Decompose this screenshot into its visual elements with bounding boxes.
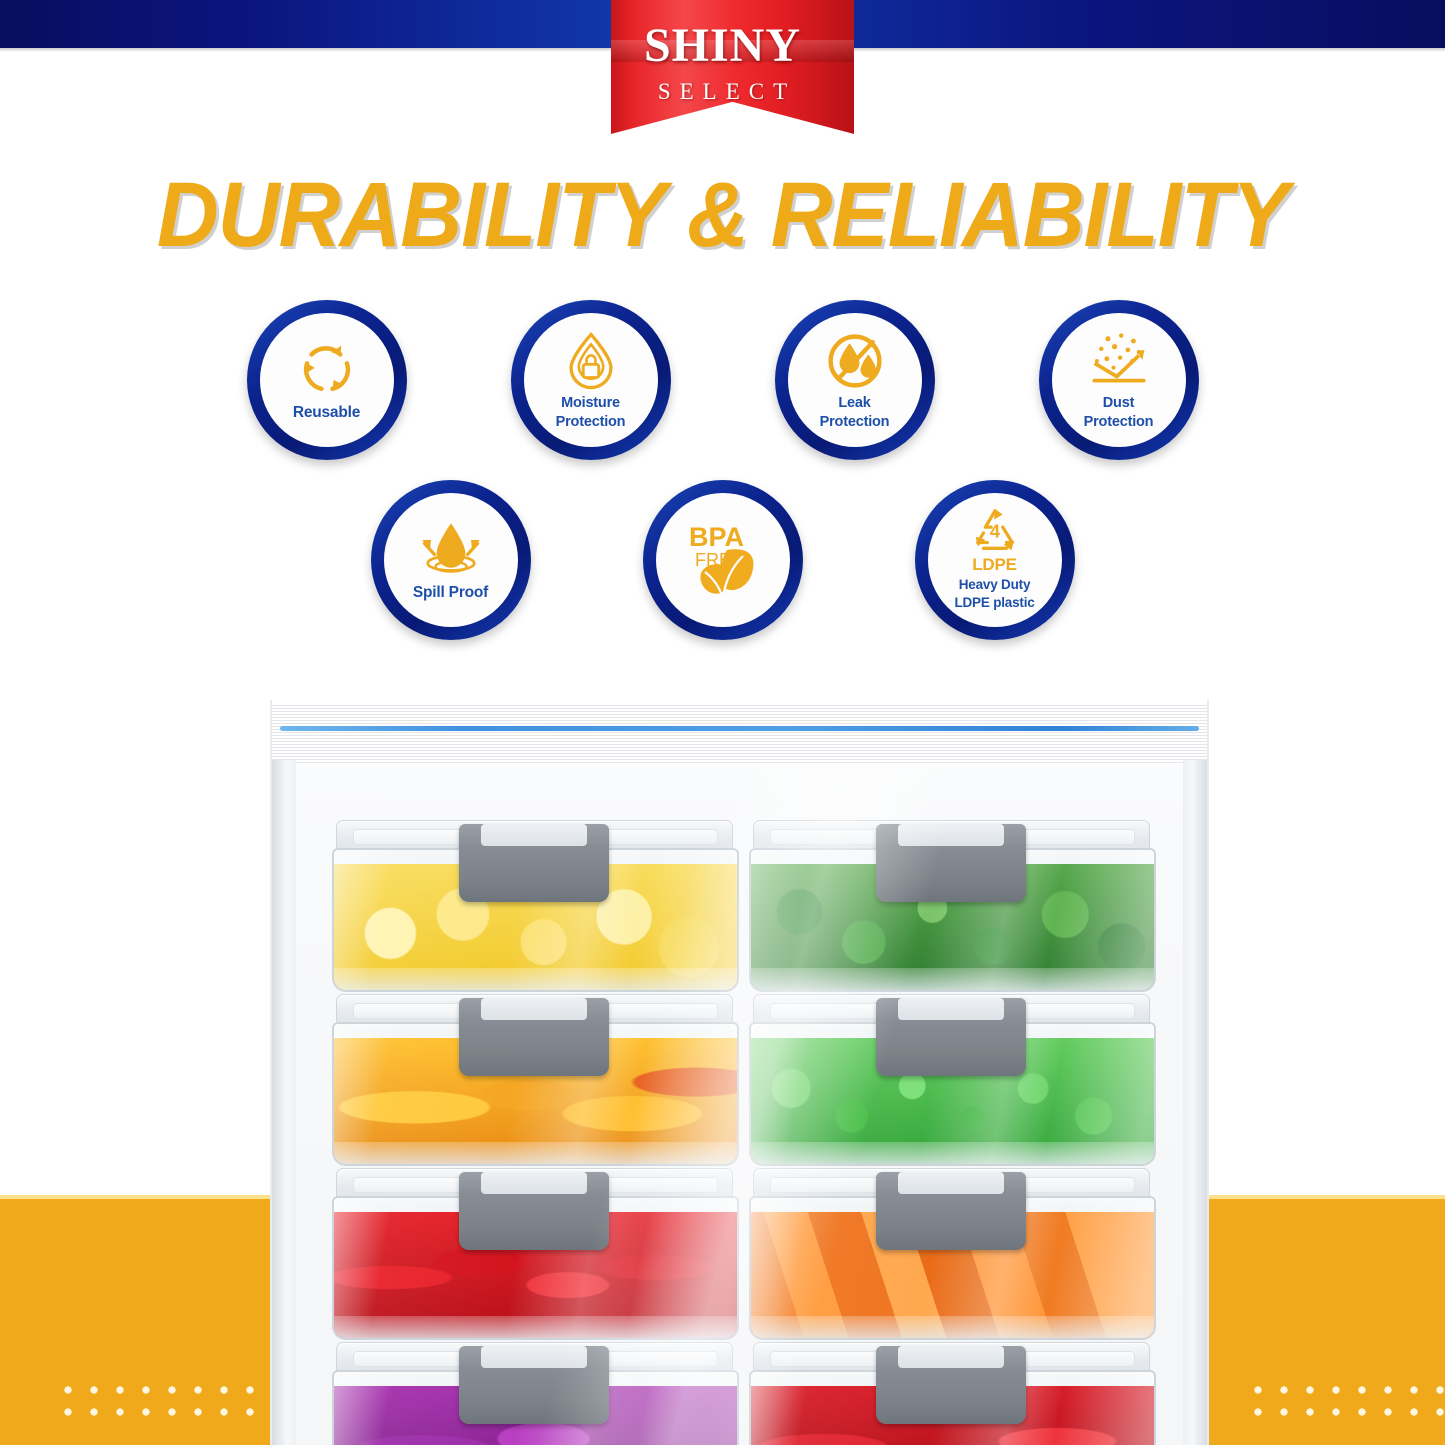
glass-base [334, 1142, 737, 1164]
badge-label-line1: Leak [838, 394, 871, 411]
feature-badge-row-2: Spill Proof BPA FREE [0, 480, 1445, 640]
badge-inner: Spill Proof [383, 493, 518, 627]
container-cucumber [749, 820, 1156, 992]
bag-zip-seal [280, 726, 1199, 731]
badge-bpa-free[interactable]: BPA FREE [642, 480, 803, 640]
dust-deflect-icon [1091, 333, 1146, 383]
container-pepper [332, 994, 739, 1166]
page-title: DURABILITY & RELIABILITY [156, 164, 1289, 266]
footer-dot-pattern-right [1245, 1379, 1445, 1419]
glass-base [751, 968, 1154, 990]
badge-leak-protection[interactable]: Leak Protection [774, 300, 935, 460]
clip-notch [480, 998, 587, 1020]
badge-label: Reusable [292, 403, 361, 421]
badge-inner: 4 LDPE Heavy Duty LDPE plastic [927, 493, 1062, 627]
badge-reusable[interactable]: Reusable [246, 300, 407, 460]
bag-right-fold [1183, 760, 1207, 1445]
spill-proof-droplet-icon [421, 523, 480, 573]
container-body [749, 848, 1156, 992]
lid-clip [458, 1346, 609, 1424]
container-strawberry [332, 1168, 739, 1340]
zip-bag [270, 700, 1209, 1445]
container-lemon [332, 820, 739, 992]
badge-inner: BPA FREE [655, 493, 790, 627]
badge-inner: Reusable [259, 313, 394, 447]
container-carrot [749, 1168, 1156, 1340]
badge-dust-protection[interactable]: Dust Protection [1038, 300, 1199, 460]
clip-notch [480, 1346, 587, 1368]
clip-notch [897, 998, 1004, 1020]
clip-notch [480, 824, 587, 846]
droplet-lock-icon [568, 331, 613, 390]
brand-tagline: SELECT [657, 79, 797, 104]
bpa-free-leaf-icon: BPA FREE [689, 522, 753, 599]
container-cabbage [332, 1342, 739, 1445]
lid-clip [875, 1346, 1026, 1424]
lid-clip [458, 1172, 609, 1250]
brand-logo: SHINY SELECT [0, 0, 1445, 104]
badge-moisture-protection[interactable]: Moisture Protection [510, 300, 671, 460]
ribbon-gloss [611, 40, 854, 62]
clip-notch [897, 1346, 1004, 1368]
clip-notch [480, 1172, 587, 1194]
glass-base [334, 1316, 737, 1338]
brand-name: SHINY [643, 19, 802, 72]
clip-notch [897, 1172, 1004, 1194]
feature-badge-group: Reusable Moisture Protection [0, 300, 1445, 640]
badge-spill-proof[interactable]: Spill Proof [370, 480, 531, 640]
recycle-code: 4 [989, 521, 1000, 542]
lid-clip [458, 998, 609, 1076]
bag-top-edge [272, 700, 1207, 705]
badge-label-line1: Moisture [561, 394, 620, 411]
badge-label-line1: Dust [1102, 394, 1135, 411]
badge-label-line2: Protection [1083, 414, 1154, 430]
glass-base [334, 968, 737, 990]
badge-label-line2: LDPE plastic [954, 594, 1035, 610]
lid-clip [875, 1172, 1026, 1250]
container-peas [749, 994, 1156, 1166]
recycle-4-ldpe-icon: 4 [975, 509, 1014, 551]
badge-label-line2: Protection [819, 414, 890, 430]
bag-left-fold [272, 760, 296, 1445]
glass-base [751, 1316, 1154, 1338]
lid-clip [458, 824, 609, 902]
badge-label: Spill Proof [412, 583, 489, 601]
container-grid [332, 820, 1156, 1445]
clip-notch [897, 824, 1004, 846]
lid-clip [875, 824, 1026, 902]
no-leak-droplet-icon [827, 334, 882, 388]
product-photo [245, 700, 1220, 1445]
lid-clip [875, 998, 1026, 1076]
svg-text:BPA: BPA [689, 522, 744, 552]
badge-ldpe-plastic[interactable]: 4 LDPE Heavy Duty LDPE plastic [914, 480, 1075, 640]
bag-zip-texture [272, 703, 1207, 765]
badge-label-line2: Protection [555, 414, 626, 430]
badge-inner: Moisture Protection [523, 313, 658, 447]
feature-badge-row-1: Reusable Moisture Protection [0, 300, 1445, 460]
container-tomato [749, 1342, 1156, 1445]
material-code-label: LDPE [972, 555, 1017, 575]
badge-inner: Dust Protection [1051, 313, 1186, 447]
recycle-arrows-icon [303, 345, 350, 391]
glass-base [751, 1142, 1154, 1164]
badge-label-line1: Heavy Duty [958, 576, 1031, 592]
badge-inner: Leak Protection [787, 313, 922, 447]
